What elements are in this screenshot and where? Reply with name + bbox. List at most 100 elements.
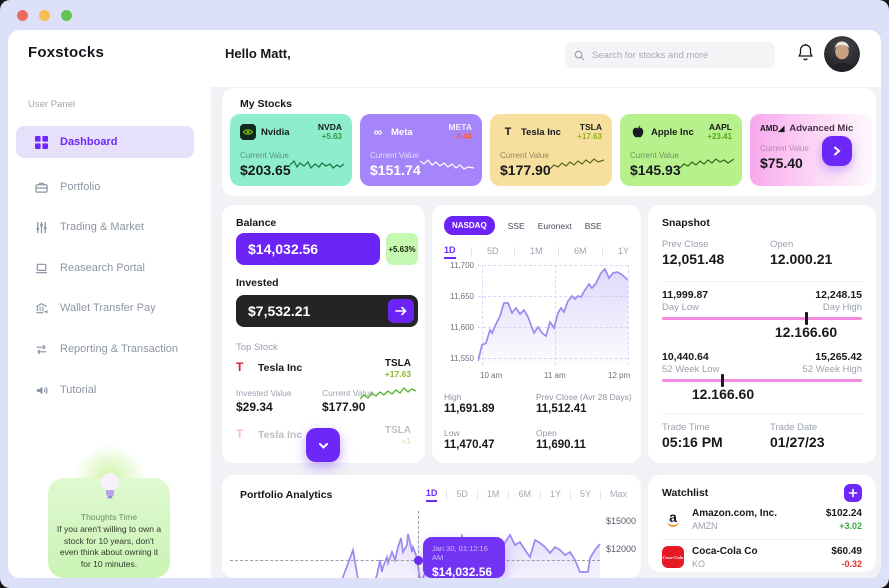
watchlist-row-coca-cola[interactable]: Coca-Cola Coca-Cola Co KO $60.49 -0.32 [662,545,862,571]
stock-card-meta[interactable]: ∞ Meta META -4.44 Current Value $151.74 [360,114,482,186]
sidebar-item-dashboard[interactable]: Dashboard [16,126,194,158]
sidebar-item-reporting-transaction[interactable]: Reporting & Transaction [16,333,194,365]
x-axis-tick: 11 am [544,371,566,380]
briefcase-icon [34,180,48,194]
search-bar[interactable] [565,42,775,68]
sidebar-item-trading-market[interactable]: Trading & Market [16,211,194,243]
invested-arrow-button[interactable] [388,299,414,323]
expand-stocks-button[interactable] [306,428,340,462]
range-6m[interactable]: 6M [518,489,531,499]
page-greeting: Hello Matt, [225,46,291,61]
invested-value-label: Invested Value [236,388,292,398]
next-stocks-button[interactable] [822,136,852,166]
stock-name: Apple Inc [651,126,694,138]
balance-change-badge: +5.63% [386,233,418,265]
tesla-logo-icon: T [504,126,512,138]
stock-card-tesla[interactable]: T Tesla Inc TSLA +17.63 Current Value $17… [490,114,612,186]
day-range-slider[interactable] [662,317,862,320]
current-value-label: Current Value [500,151,549,160]
top-stock-change: +17.63 [384,369,411,379]
window-minimize-button[interactable] [39,10,50,21]
amazon-logo-icon: a [667,509,679,527]
stock-card-amd[interactable]: AMD◢ Advanced Mic Current Value $75.40 [750,114,872,186]
portfolio-analytics-panel: Portfolio Analytics 1D 5D 1M 6M 1Y 5Y Ma… [222,475,641,578]
next-stock-ticker: TSLA [384,425,411,436]
range-1y[interactable]: 1Y [617,246,629,256]
current-value-label: Current Value [630,151,679,160]
sidebar-item-tutorial[interactable]: Tutorial [16,374,194,406]
tab-sse[interactable]: SSE [507,220,525,231]
range-1m[interactable]: 1M [486,489,500,499]
range-1m[interactable]: 1M [529,246,543,256]
stock-card-apple[interactable]: Apple Inc AAPL +23.41 Current Value $145.… [620,114,742,186]
range-6m[interactable]: 6M [573,246,587,256]
week-low-value: 10,440.64 [662,351,709,363]
sidebar-item-label: Reporting & Transaction [60,343,179,355]
sidebar-item-label: Trading & Market [60,221,144,233]
sidebar-item-research-portal[interactable]: Reasearch Portal [16,252,194,284]
range-max[interactable]: Max [609,489,627,499]
window-close-button[interactable] [17,10,28,21]
watchlist-change: -0.32 [841,559,862,569]
snapshot-panel: Snapshot Prev Close 12,051.48 Open 12.00… [648,205,876,463]
current-value-label: Current Value [322,388,374,398]
search-input[interactable] [592,49,766,61]
my-stocks-panel: My Stocks Nvidia NVDA +5.63 Current Value… [222,88,876,196]
x-axis-tick: 12 pm [608,371,631,380]
sidebar-item-wallet-transfer-pay[interactable]: Wallet Transfer Pay [16,292,194,324]
week-low-label: 52 Week Low [662,364,720,375]
dashboard-grid-icon [34,135,48,149]
watchlist-row-amazon[interactable]: a Amazon.com, Inc. AMZN $102.24 +3.02 [662,507,862,533]
y-axis-tick: 11,550 [450,354,474,363]
tab-nasdaq[interactable]: NASDAQ [444,216,495,235]
stat-label: Low [444,428,460,438]
stock-change: -4.44 [453,132,472,141]
next-stock-name: Tesla Inc [258,429,303,441]
divider [599,490,601,500]
y-axis-tick: 11,600 [450,323,474,332]
watchlist-name: Amazon.com, Inc. [692,508,778,519]
tesla-logo-icon: T [236,427,244,441]
notifications-bell-icon[interactable] [797,43,815,63]
trade-date-label: Trade Date [770,422,818,433]
day-range-marker[interactable] [805,312,808,325]
trade-date-value: 01/27/23 [770,434,825,450]
sparkline-chart [290,159,344,170]
invested-value-pill: $7,532.21 [236,295,418,327]
prev-close-value: 12,051.48 [662,251,725,267]
range-5d[interactable]: 5D [486,246,499,256]
day-current-value: 12.166.60 [774,324,838,340]
stock-card-nvidia[interactable]: Nvidia NVDA +5.63 Current Value $203.65 [230,114,352,186]
add-watchlist-button[interactable] [844,484,862,502]
tab-euronext[interactable]: Euronext [537,220,572,231]
selected-point-marker[interactable] [414,556,423,565]
week-range-slider[interactable] [662,379,862,382]
watchlist-ticker: AMZN [692,521,718,531]
divider [662,539,862,540]
sidebar-item-label: Wallet Transfer Pay [60,302,156,314]
range-5y[interactable]: 5Y [579,489,591,499]
stock-name: Advanced Mic [789,123,854,134]
sidebar-item-portfolio[interactable]: Portfolio [16,171,194,203]
sidebar-item-label: Reasearch Portal [60,262,145,274]
user-avatar[interactable] [824,36,860,72]
range-5d[interactable]: 5D [456,489,468,499]
range-1d[interactable]: 1D [425,488,438,502]
amd-logo-icon: AMD◢ [760,124,785,133]
week-range-marker[interactable] [721,374,724,387]
window-maximize-button[interactable] [61,10,72,21]
trade-time-label: Trade Time [662,422,710,433]
range-1y[interactable]: 1Y [549,489,561,499]
gridline [478,265,628,266]
chart-tooltip: Jan 30, 01:12:16 AM $14,032.56 [423,537,505,578]
sparkline-chart [420,159,474,170]
stock-change: +23.41 [707,132,732,141]
market-tabs: NASDAQ SSE Euronext BSE [444,216,602,235]
coca-cola-logo-icon: Coca-Cola [662,546,684,568]
open-value: 12.000.21 [770,251,833,267]
tab-bse[interactable]: BSE [584,220,602,231]
watchlist-price: $102.24 [825,508,862,519]
range-1d[interactable]: 1D [444,245,456,259]
laptop-icon [34,261,48,275]
stat-value: 11,691.89 [444,403,495,415]
